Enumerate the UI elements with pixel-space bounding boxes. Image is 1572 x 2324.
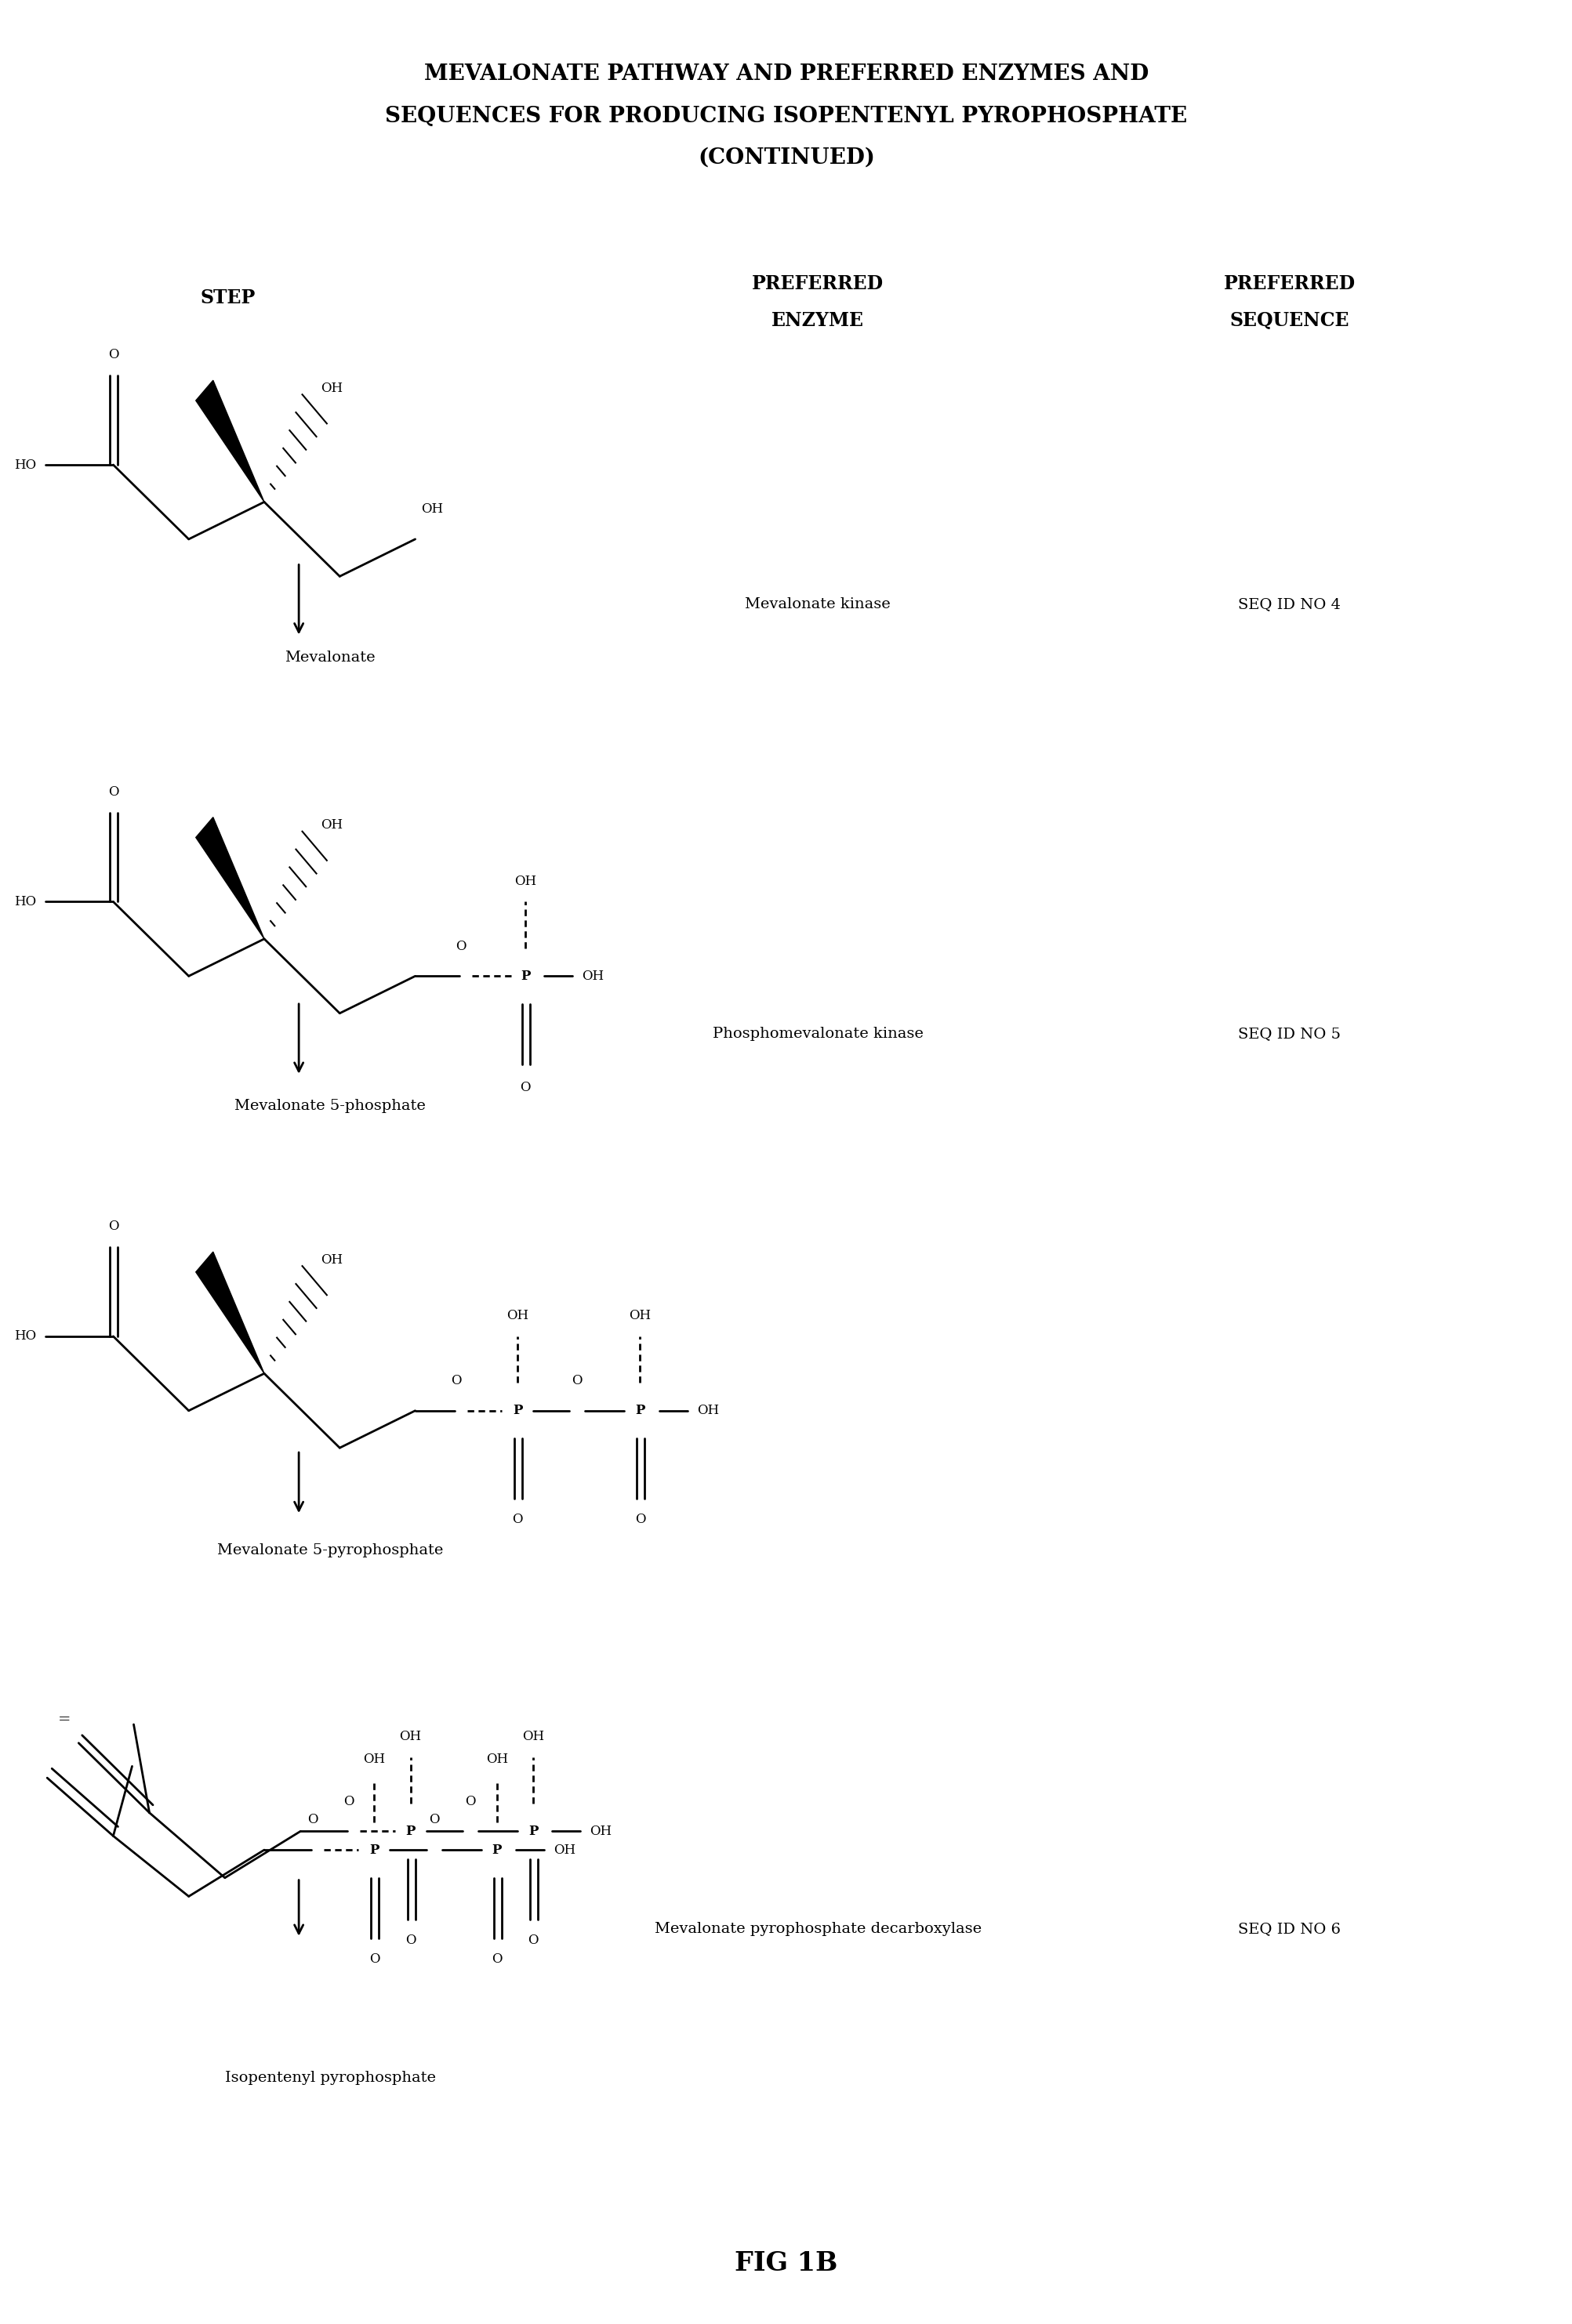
Text: HO: HO xyxy=(14,895,36,909)
Text: O: O xyxy=(369,1952,379,1966)
Text: O: O xyxy=(492,1952,501,1966)
Text: O: O xyxy=(512,1513,522,1527)
Text: OH: OH xyxy=(321,381,343,395)
Text: STEP: STEP xyxy=(200,288,256,307)
Text: SEQUENCES FOR PRODUCING ISOPENTENYL PYROPHOSPHATE: SEQUENCES FOR PRODUCING ISOPENTENYL PYRO… xyxy=(385,105,1187,128)
Polygon shape xyxy=(196,1253,264,1373)
Text: P: P xyxy=(406,1824,415,1838)
Text: PREFERRED: PREFERRED xyxy=(751,274,883,293)
Text: P: P xyxy=(528,1824,538,1838)
Text: OH: OH xyxy=(421,502,443,516)
Text: OH: OH xyxy=(321,1253,343,1267)
Polygon shape xyxy=(196,381,264,502)
Text: OH: OH xyxy=(590,1824,612,1838)
Text: O: O xyxy=(465,1794,475,1808)
Text: Isopentenyl pyrophosphate: Isopentenyl pyrophosphate xyxy=(225,2071,435,2085)
Text: OH: OH xyxy=(506,1308,528,1322)
Text: P: P xyxy=(635,1404,645,1418)
Text: OH: OH xyxy=(582,969,604,983)
Text: =: = xyxy=(58,1713,71,1727)
Text: P: P xyxy=(492,1843,501,1857)
Text: O: O xyxy=(108,786,118,799)
Text: OH: OH xyxy=(696,1404,718,1418)
Text: OH: OH xyxy=(522,1729,544,1743)
Text: MEVALONATE PATHWAY AND PREFERRED ENZYMES AND: MEVALONATE PATHWAY AND PREFERRED ENZYMES… xyxy=(424,63,1148,86)
Text: OH: OH xyxy=(553,1843,575,1857)
Text: Mevalonate 5-phosphate: Mevalonate 5-phosphate xyxy=(234,1099,426,1113)
Text: O: O xyxy=(528,1934,538,1948)
Text: ENZYME: ENZYME xyxy=(772,311,863,330)
Text: HO: HO xyxy=(14,458,36,472)
Text: Mevalonate kinase: Mevalonate kinase xyxy=(745,597,890,611)
Text: P: P xyxy=(520,969,530,983)
Text: HO: HO xyxy=(14,1329,36,1343)
Text: Mevalonate: Mevalonate xyxy=(285,651,376,665)
Text: SEQ ID NO 5: SEQ ID NO 5 xyxy=(1237,1027,1341,1041)
Text: (CONTINUED): (CONTINUED) xyxy=(698,146,874,170)
Text: OH: OH xyxy=(363,1752,385,1766)
Text: SEQ ID NO 4: SEQ ID NO 4 xyxy=(1237,597,1341,611)
Text: SEQ ID NO 6: SEQ ID NO 6 xyxy=(1237,1922,1341,1936)
Text: Mevalonate pyrophosphate decarboxylase: Mevalonate pyrophosphate decarboxylase xyxy=(654,1922,981,1936)
Text: O: O xyxy=(308,1813,318,1827)
Text: Phosphomevalonate kinase: Phosphomevalonate kinase xyxy=(712,1027,923,1041)
Text: O: O xyxy=(635,1513,645,1527)
Text: O: O xyxy=(344,1794,354,1808)
Text: P: P xyxy=(369,1843,379,1857)
Text: SEQUENCE: SEQUENCE xyxy=(1229,311,1349,330)
Text: O: O xyxy=(451,1373,461,1387)
Text: PREFERRED: PREFERRED xyxy=(1223,274,1355,293)
Text: O: O xyxy=(406,1934,415,1948)
Text: OH: OH xyxy=(486,1752,508,1766)
Text: OH: OH xyxy=(629,1308,651,1322)
Text: OH: OH xyxy=(399,1729,421,1743)
Text: O: O xyxy=(108,1220,118,1234)
Text: O: O xyxy=(520,1081,530,1095)
Text: O: O xyxy=(108,349,118,363)
Polygon shape xyxy=(196,818,264,939)
Text: Mevalonate 5-pyrophosphate: Mevalonate 5-pyrophosphate xyxy=(217,1543,443,1557)
Text: O: O xyxy=(429,1813,439,1827)
Text: OH: OH xyxy=(321,818,343,832)
Text: OH: OH xyxy=(514,874,536,888)
Text: P: P xyxy=(512,1404,522,1418)
Text: FIG 1B: FIG 1B xyxy=(734,2250,838,2278)
Text: O: O xyxy=(456,939,465,953)
Text: O: O xyxy=(572,1373,582,1387)
